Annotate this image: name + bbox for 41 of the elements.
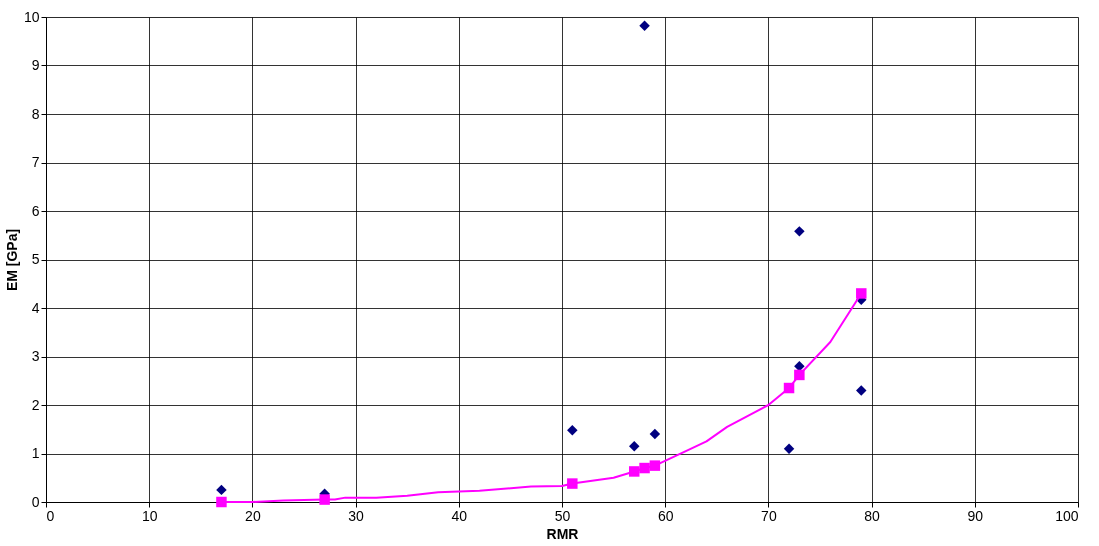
y-tick-label: 3 [31, 348, 40, 364]
point [649, 428, 661, 440]
y-tick-label: 1 [31, 445, 40, 461]
y-tick-label: 10 [23, 8, 40, 25]
point [567, 424, 578, 436]
x-tick-label: 40 [451, 507, 468, 524]
y-tick-label: 6 [31, 202, 40, 219]
point [216, 496, 227, 508]
point [783, 443, 795, 454]
y-tick-label: 5 [31, 251, 40, 267]
point [639, 462, 650, 474]
x-tick-label: 70 [761, 507, 777, 524]
x-tick-label: 10 [141, 507, 158, 524]
y-tick-label: 9 [31, 57, 40, 73]
point [794, 226, 805, 237]
x-tick-label: 30 [348, 507, 365, 524]
point [567, 478, 578, 489]
x-axis-title: RMR [546, 525, 579, 542]
x-tick-label: 90 [967, 507, 984, 524]
x-tick-label: 60 [657, 507, 674, 524]
point [794, 369, 805, 381]
point [629, 466, 640, 477]
y-tick-label: 2 [31, 396, 40, 413]
point [629, 440, 640, 452]
y-tick-label: 0 [31, 493, 40, 510]
point [639, 20, 650, 31]
point [783, 382, 795, 394]
y-tick-label: 8 [31, 105, 40, 122]
point [649, 460, 661, 471]
x-tick-label: 100 [1055, 507, 1079, 524]
x-tick-label: 50 [554, 507, 571, 524]
y-axis-title: EM [GPa] [3, 228, 20, 292]
point [319, 494, 330, 505]
x-tick-label: 0 [46, 507, 55, 524]
y-tick-label: 7 [31, 154, 40, 170]
x-tick-label: 80 [864, 507, 881, 524]
y-tick-label: 4 [31, 299, 40, 316]
point [216, 484, 227, 496]
point [856, 385, 867, 396]
x-tick-label: 20 [245, 507, 261, 524]
point [856, 288, 867, 299]
